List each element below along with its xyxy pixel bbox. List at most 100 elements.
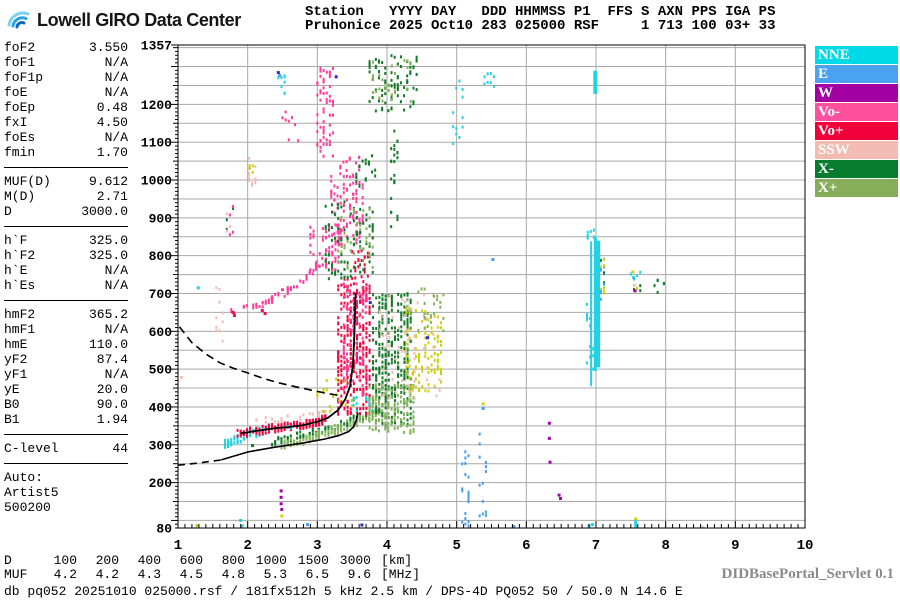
- x-tick-label: 5: [452, 538, 460, 554]
- parameter-value: N/A: [104, 278, 128, 293]
- legend-item-Vo-: Vo-: [815, 103, 898, 121]
- y-tick-label: 80: [156, 522, 172, 537]
- parameter-value: N/A: [104, 70, 128, 85]
- plot-gridlines: [178, 45, 805, 528]
- parameter-value: N/A: [104, 367, 128, 382]
- parameter-value: 365.2: [88, 307, 128, 322]
- y-tick-label: 1000: [141, 174, 172, 189]
- parameter-row: foE N/A: [4, 85, 128, 100]
- footer-cell: 3000: [339, 553, 371, 568]
- parameter-row: Artist5: [4, 485, 128, 500]
- y-tick-label: 300: [149, 438, 173, 453]
- y-tick-label: 200: [149, 476, 173, 491]
- footer-cell: 6.5: [305, 567, 329, 582]
- rfi-bar: [593, 70, 598, 94]
- parameter-value: N/A: [104, 130, 128, 145]
- parameter-value: 20.0: [96, 382, 128, 397]
- parameter-label: yF1: [4, 367, 28, 382]
- parameter-value: 3000.0: [81, 204, 128, 219]
- legend: NNE E W Vo- Vo+ SSW X- X+: [815, 46, 898, 198]
- wave-logo-icon: [6, 4, 33, 36]
- parameter-label: D: [4, 204, 12, 219]
- y-tick-label: 400: [149, 400, 173, 415]
- parameter-row: foF1p N/A: [4, 70, 128, 85]
- parameter-value: 325.0: [88, 248, 128, 263]
- parameter-value: 110.0: [88, 337, 128, 352]
- parameter-row: 500200: [4, 500, 128, 515]
- parameter-row: yF2 87.4: [4, 352, 128, 367]
- legend-item-W: W: [815, 84, 898, 102]
- parameter-label: fmin: [4, 145, 36, 160]
- parameter-label: foE: [4, 85, 28, 100]
- parameter-row: C-level 44: [4, 441, 128, 456]
- footer-row-label: MUF: [4, 567, 28, 582]
- parameter-row: MUF(D) 9.612: [4, 174, 128, 189]
- station-header: Station YYYY DAY DDD HHMMSS P1 FFS S AXN…: [305, 5, 775, 33]
- parameter-row: foF1 N/A: [4, 55, 128, 70]
- parameter-label: hmF2: [4, 307, 36, 322]
- servlet-version-label: DIDBasePortal_Servlet 0.1: [721, 566, 894, 582]
- parameter-value: N/A: [104, 85, 128, 100]
- parameter-label: Artist5: [4, 485, 59, 500]
- page-title: Lowell GIRO Data Center: [37, 9, 241, 30]
- x-tick-label: 8: [661, 538, 669, 554]
- muf-transmission-curve: [178, 326, 342, 397]
- parameter-value: 9.612: [88, 174, 128, 189]
- station-header-line2: Pruhonice 2025 Oct10 283 025000 RSF 1 71…: [305, 18, 776, 34]
- parameter-panel: foF2 3.550 foF1 N/A foF1p N/A foE N/A foEp 0.48 fx…: [4, 40, 128, 515]
- parameter-row: yE 20.0: [4, 382, 128, 397]
- footer-cell: 400: [137, 553, 161, 568]
- footer-cell: 5.3: [263, 567, 287, 582]
- distance-row: D 100 200 400 600 800 1000 1500 3000 [km]: [4, 554, 412, 568]
- overlay-curves: [177, 292, 359, 467]
- parameter-row: M(D) 2.71: [4, 189, 128, 204]
- parameter-row: Auto:: [4, 470, 128, 485]
- parameter-row: foF2 3.550: [4, 40, 128, 55]
- footer-unit: [MHz]: [381, 567, 421, 582]
- parameter-row: h`E N/A: [4, 263, 128, 278]
- footer-cell: 4.3: [137, 567, 161, 582]
- legend-item-X-: X-: [815, 160, 898, 178]
- parameter-label: 500200: [4, 500, 51, 515]
- parameter-value: 2.71: [96, 189, 128, 204]
- parameter-value: 44: [112, 441, 128, 456]
- y-tick-label: 700: [149, 287, 173, 302]
- parameter-label: h`F: [4, 233, 28, 248]
- y-tick-label: 500: [149, 363, 173, 378]
- parameter-value: 1.70: [96, 145, 128, 160]
- footer-row-label: D: [4, 553, 12, 568]
- parameter-row: hmE 110.0: [4, 337, 128, 352]
- divider: [4, 226, 128, 227]
- parameter-value: 325.0: [88, 233, 128, 248]
- divider: [4, 167, 128, 168]
- legend-item-Vo+: Vo+: [815, 122, 898, 140]
- footer-cell: 4.2: [95, 567, 119, 582]
- parameter-value: N/A: [104, 322, 128, 337]
- x-tick-label: 6: [522, 538, 530, 554]
- divider: [4, 463, 128, 464]
- parameter-label: foF1: [4, 55, 36, 70]
- footer-cell: 9.6: [347, 567, 371, 582]
- footer-cell: 1500: [297, 553, 329, 568]
- true-height-profile-low: [177, 459, 222, 467]
- y-tick-label: 800: [149, 249, 173, 264]
- station-header-line1: Station YYYY DAY DDD HHMMSS P1 FFS S AXN…: [305, 4, 776, 20]
- footer-cell: 4.8: [221, 567, 245, 582]
- parameter-label: foF2: [4, 40, 36, 55]
- rfi-bar: [593, 237, 597, 372]
- parameter-value: 4.50: [96, 115, 128, 130]
- legend-item-NNE: NNE: [815, 46, 898, 64]
- footer-cell: 4.2: [53, 567, 77, 582]
- parameter-label: foEp: [4, 100, 36, 115]
- rfi-bar: [590, 241, 593, 387]
- parameter-label: C-level: [4, 441, 59, 456]
- parameter-value: 87.4: [96, 352, 128, 367]
- x-tick-label: 1: [174, 538, 182, 554]
- y-tick-label: 1357: [141, 39, 172, 54]
- parameter-label: h`E: [4, 263, 28, 278]
- x-tick-label: 3: [313, 538, 321, 554]
- parameter-label: foF1p: [4, 70, 44, 85]
- parameter-label: B1: [4, 412, 20, 427]
